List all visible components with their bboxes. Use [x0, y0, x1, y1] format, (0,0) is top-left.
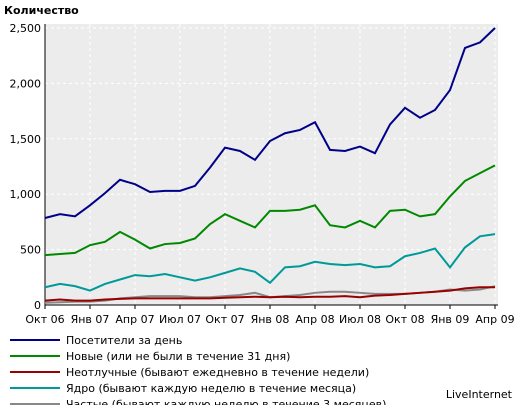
legend-label: Ядро (бывают каждую неделю в течение мес…	[66, 382, 356, 395]
brand: LiveInternet	[446, 388, 513, 401]
y-tick-label: 2,500	[10, 22, 42, 35]
legend-label: Новые (или не были в течение 31 дня)	[66, 350, 290, 363]
x-tick-label: Янв 07	[71, 313, 110, 326]
x-tick-label: Окт 06	[25, 313, 64, 326]
x-tick-label: Июл 07	[159, 313, 201, 326]
x-tick-label: Апр 08	[295, 313, 334, 326]
plot-area	[45, 24, 498, 305]
series-line	[44, 233, 496, 292]
series-line	[44, 164, 496, 257]
x-tick-label: Янв 08	[251, 313, 290, 326]
x-tick-label: Июл 08	[339, 313, 381, 326]
legend-label: Посетители за день	[66, 334, 182, 347]
series-line	[44, 286, 495, 302]
chart-title: Количество	[4, 4, 79, 17]
x-tick-label: Апр 09	[475, 313, 514, 326]
y-tick-label: 1,500	[10, 133, 42, 146]
x-tick-label: Янв 09	[431, 313, 470, 326]
x-tick-label: Апр 07	[115, 313, 154, 326]
legend-label: Неотлучные (бывают ежедневно в течение н…	[66, 366, 369, 379]
x-tick-label: Окт 08	[385, 313, 424, 326]
y-tick-label: 500	[20, 244, 41, 257]
y-tick-label: 2,000	[10, 77, 42, 90]
series-line	[44, 27, 496, 219]
y-tick-label: 0	[34, 299, 41, 312]
legend-label: Частые (бывают каждую неделю в течение 3…	[66, 398, 386, 405]
y-tick-label: 1,000	[10, 188, 42, 201]
x-tick-label: Окт 07	[205, 313, 244, 326]
